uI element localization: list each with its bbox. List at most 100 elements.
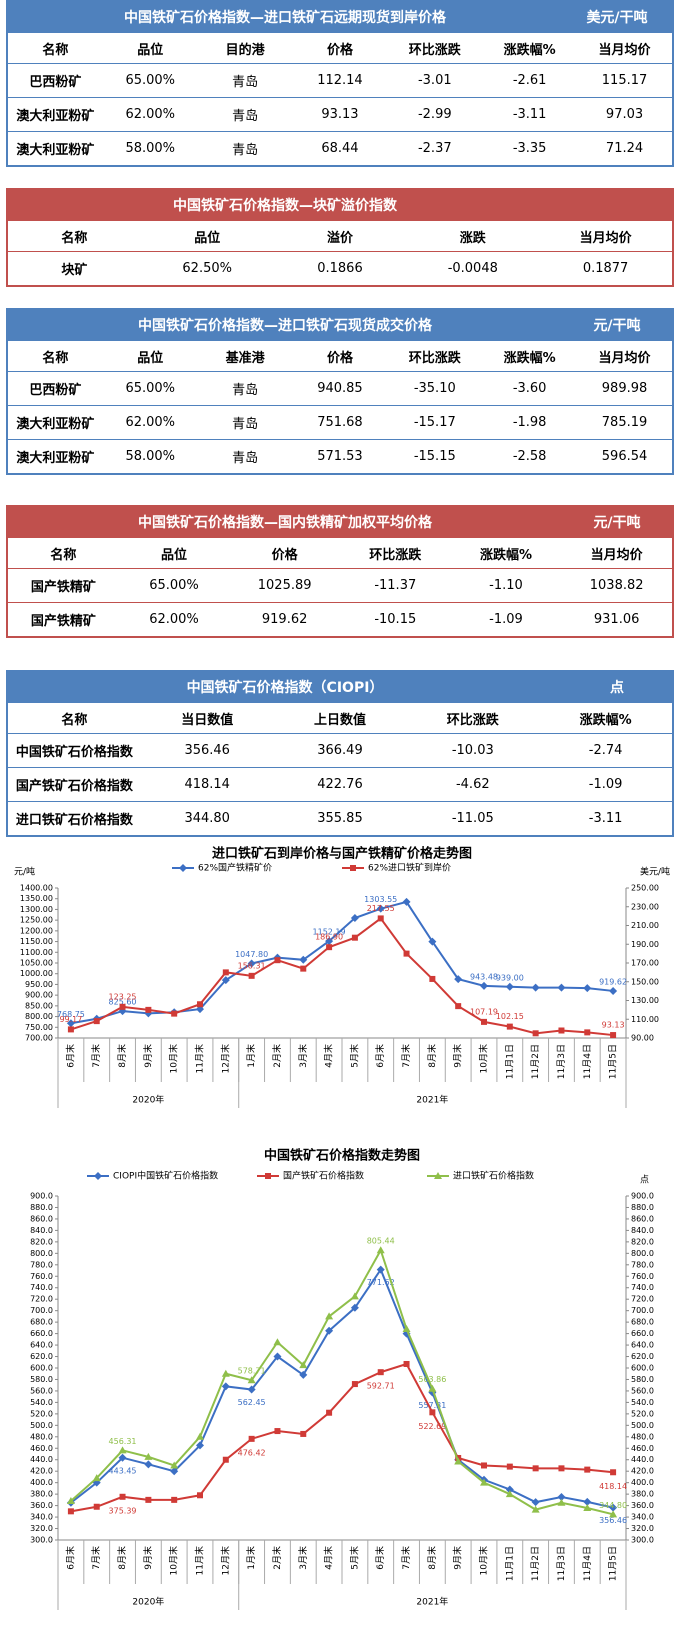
x-tick-label: 7月末 <box>90 1546 102 1570</box>
cell: -10.15 <box>339 602 451 636</box>
column-header: 价格 <box>229 537 340 569</box>
column-header: 名称 <box>8 220 141 252</box>
table-row: 块矿 62.50% 0.1866 -0.0048 0.1877 <box>8 251 672 285</box>
cell: -2.99 <box>387 97 483 132</box>
x-group-label: 2021年 <box>416 1596 448 1608</box>
cell: 418.14 <box>140 767 274 802</box>
marker <box>66 1497 75 1505</box>
price-table: 中国铁矿石价格指数—块矿溢价指数 名称 品位 溢价 涨跌 当月均价 块矿 62.50% 0.18… <box>6 188 674 287</box>
table-row: 国产铁精矿 62.00% 919.62 -10.15 -1.09 931.06 <box>8 602 672 636</box>
column-header: 上日数值 <box>273 702 407 734</box>
x-tick-label: 11月2日 <box>530 1044 541 1079</box>
y2-tick-label: 720.0 <box>631 1295 654 1304</box>
y2-tick-label: 820.0 <box>631 1237 654 1246</box>
marker <box>402 897 411 906</box>
cell: 65.00% <box>118 568 230 603</box>
marker <box>531 983 540 992</box>
y-tick-label: 480.0 <box>30 1432 53 1441</box>
column-header: 基准港 <box>197 340 293 372</box>
column-header: 当月均价 <box>577 340 672 372</box>
column-header: 名称 <box>8 702 141 734</box>
cell: 344.80 <box>140 801 274 835</box>
marker <box>557 983 566 992</box>
y-tick-label: 400.0 <box>30 1478 53 1487</box>
marker <box>93 1018 100 1025</box>
cell: -11.37 <box>339 568 451 603</box>
cell: 422.76 <box>273 767 407 802</box>
y2-tick-label: 300.0 <box>631 1536 654 1545</box>
cell: -2.61 <box>482 63 578 98</box>
marker <box>584 1466 591 1473</box>
x-tick-label: 5月末 <box>348 1044 360 1068</box>
marker <box>429 975 436 982</box>
data-label: 418.14 <box>599 1482 627 1491</box>
cell: 356.46 <box>140 733 274 768</box>
y-tick-label: 320.0 <box>30 1524 53 1533</box>
data-label: 943.48 <box>470 972 498 981</box>
marker <box>119 1003 126 1010</box>
x-tick-label: 2月末 <box>271 1044 283 1068</box>
y-tick-label: 850.00 <box>25 1001 53 1010</box>
marker <box>584 1029 591 1036</box>
table-row: 进口铁矿石价格指数 344.80 355.85 -11.05 -3.11 <box>8 801 672 835</box>
cell: 115.17 <box>577 63 672 98</box>
cell: 62.00% <box>102 405 198 440</box>
marker <box>583 984 592 993</box>
marker <box>247 1376 256 1384</box>
cell: 巴西粉矿 <box>8 63 103 98</box>
legend-label: 62%国产铁精矿价 <box>198 862 272 874</box>
data-label: 123.25 <box>109 992 137 1001</box>
column-header: 名称 <box>8 32 103 64</box>
cell: 0.1866 <box>273 251 407 285</box>
cell: 97.03 <box>577 97 672 132</box>
y2-tick-label: 460.0 <box>631 1444 654 1453</box>
x-tick-label: 9月末 <box>142 1044 154 1068</box>
y-tick-label: 840.0 <box>30 1226 53 1235</box>
price-table: 中国铁矿石价格指数（CIOPI）点名称 当日数值 上日数值 环比涨跌 涨跌幅% 中国铁矿石… <box>6 670 674 837</box>
cell: 1025.89 <box>229 568 340 603</box>
x-group-label: 2020年 <box>132 1596 164 1608</box>
marker <box>506 1023 513 1030</box>
marker <box>531 1498 540 1507</box>
marker <box>325 1312 334 1320</box>
marker <box>196 1432 204 1440</box>
x-tick-label: 11月2日 <box>530 1546 541 1581</box>
data-label: 99.17 <box>59 1015 82 1024</box>
y-tick-label: 380.0 <box>30 1490 53 1499</box>
data-label: 825.60 <box>109 998 137 1007</box>
y-tick-label: 760.0 <box>30 1272 53 1281</box>
table-header-bar: 中国铁矿石价格指数—进口铁矿石现货成交价格 元/干吨 <box>8 310 672 340</box>
cell: 块矿 <box>8 251 141 285</box>
column-header: 价格 <box>292 340 388 372</box>
line <box>70 900 614 1025</box>
y-tick-label: 600.0 <box>30 1364 53 1373</box>
price-table: 中国铁矿石价格指数—进口铁矿石现货成交价格 元/干吨 名称 品位 基准港 价格 环比涨跌 涨跌… <box>6 308 674 475</box>
cell: -2.37 <box>387 131 483 165</box>
marker <box>265 1173 271 1179</box>
marker <box>610 1469 617 1476</box>
marker <box>557 1498 566 1506</box>
column-header: 涨跌 <box>406 220 540 252</box>
y2-tick-label: 600.0 <box>631 1364 654 1373</box>
x-tick-label: 4月末 <box>323 1044 335 1068</box>
column-header: 涨跌幅% <box>482 32 578 64</box>
x-tick-label: 6月末 <box>64 1546 76 1570</box>
header-row: 名称 品位 溢价 涨跌 当月均价 <box>8 220 672 252</box>
x-tick-label: 11月1日 <box>504 1044 515 1079</box>
data-label: 356.46 <box>599 1516 627 1525</box>
y-tick-label: 860.0 <box>30 1214 53 1223</box>
marker <box>325 937 334 946</box>
table-header-bar: 中国铁矿石价格指数—进口铁矿石远期现货到岸价格 美元/干吨 <box>8 2 672 32</box>
marker <box>170 1467 179 1476</box>
y-tick-label: 720.0 <box>30 1295 53 1304</box>
marker <box>170 1461 179 1469</box>
marker <box>429 1409 436 1416</box>
y2-tick-label: 660.0 <box>631 1329 654 1338</box>
marker <box>325 1326 334 1335</box>
table-header-bar: 中国铁矿石价格指数（CIOPI） 点 <box>8 672 672 702</box>
marker <box>145 1496 152 1503</box>
header-row: 名称 品位 价格 环比涨跌 涨跌幅% 当月均价 <box>8 537 672 569</box>
marker <box>92 1474 101 1482</box>
table: 名称 品位 基准港 价格 环比涨跌 涨跌幅% 当月均价 巴西粉矿 65.00% 青岛 940.85-… <box>8 340 672 473</box>
cell: -1.09 <box>450 602 562 636</box>
